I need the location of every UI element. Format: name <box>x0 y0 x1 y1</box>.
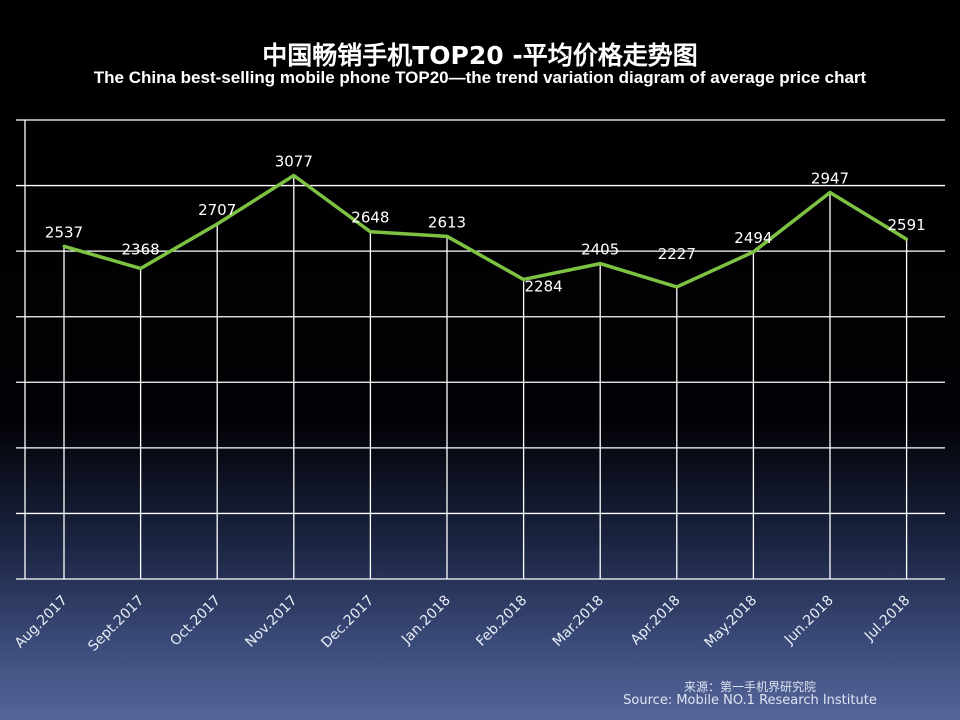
data-label: 2494 <box>734 229 772 247</box>
source-en: Source: Mobile NO.1 Research Institute <box>623 693 877 708</box>
chart-subtitle: The China best-selling mobile phone TOP2… <box>93 68 867 87</box>
data-point <box>905 237 909 241</box>
data-label: 2648 <box>351 209 389 227</box>
x-tick-label: May.2018 <box>702 593 761 652</box>
data-point <box>675 285 679 289</box>
data-point <box>139 266 143 270</box>
x-tick-label: Jul.2018 <box>861 593 913 645</box>
data-point <box>598 262 602 266</box>
x-tick-label: Dec.2017 <box>318 593 377 652</box>
data-point <box>522 277 526 281</box>
x-tick-label: Feb.2018 <box>473 593 530 650</box>
data-label: 3077 <box>275 152 313 170</box>
data-point <box>292 173 296 177</box>
data-point <box>62 244 66 248</box>
data-label: 2537 <box>45 223 83 241</box>
data-point <box>215 222 219 226</box>
x-tick-label: Oct.2017 <box>167 593 224 650</box>
chart-title: 中国畅销手机TOP20 -平均价格走势图 <box>262 41 698 70</box>
x-tick-label: Sept.2017 <box>85 593 147 655</box>
data-label: 2707 <box>198 201 236 219</box>
data-label: 2613 <box>428 213 466 231</box>
data-label: 2368 <box>122 240 160 258</box>
data-label: 2284 <box>525 277 563 295</box>
series-line <box>63 173 908 289</box>
x-tick-label: Apr.2018 <box>628 593 684 649</box>
data-point <box>751 250 755 254</box>
data-label: 2227 <box>658 245 696 263</box>
data-label: 2591 <box>888 216 926 234</box>
data-point <box>368 230 372 234</box>
x-tick-label: Aug.2017 <box>12 593 71 652</box>
data-point <box>445 234 449 238</box>
source-cn: 来源：第一手机界研究院 <box>683 680 816 694</box>
x-tick-label: Mar.2018 <box>550 593 607 650</box>
data-label: 2947 <box>811 170 849 188</box>
x-tick-label: Nov.2017 <box>242 593 300 651</box>
x-tick-label: Jan.2018 <box>398 593 454 649</box>
data-point <box>828 191 832 195</box>
x-tick-label: Jun.2018 <box>781 593 837 649</box>
data-label: 2405 <box>581 241 619 259</box>
